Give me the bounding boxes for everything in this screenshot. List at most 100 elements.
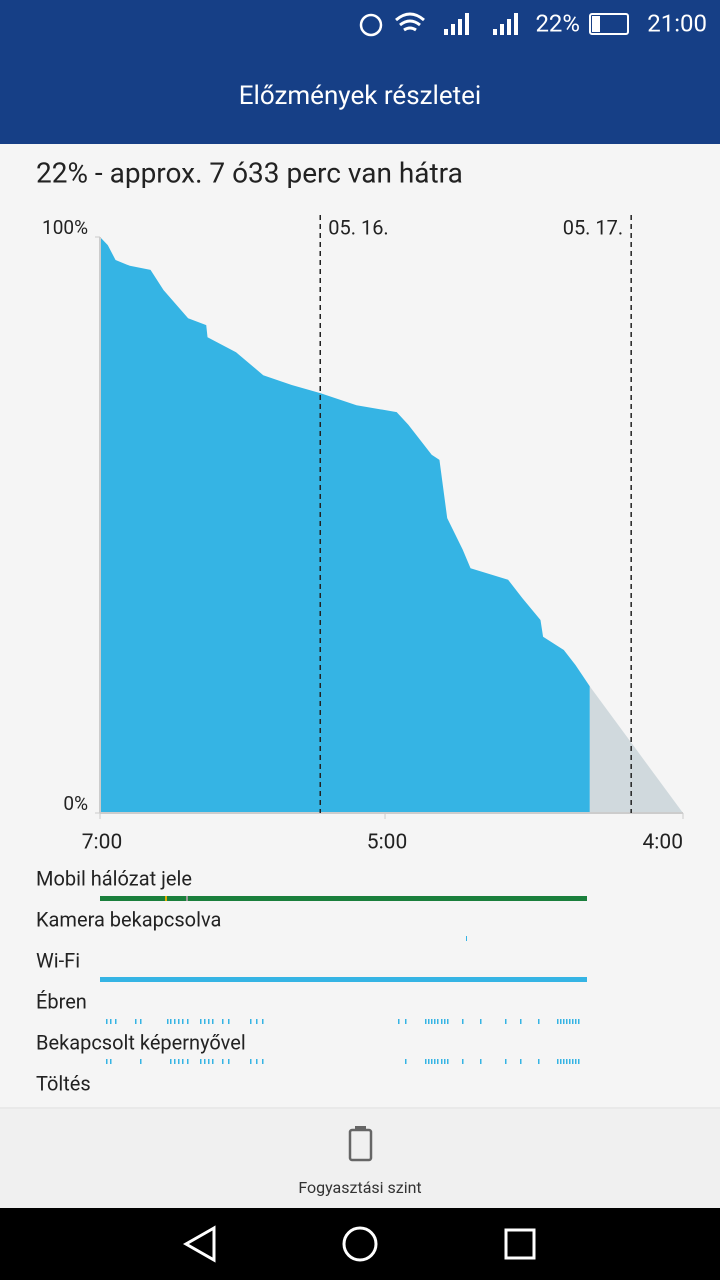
awake-mark <box>428 1019 430 1024</box>
awake-mark <box>431 1019 433 1024</box>
awake-mark <box>115 1019 117 1024</box>
screen-on-mark <box>444 1059 446 1064</box>
y-tick-label: 0% <box>63 792 88 815</box>
y-tick-label: 100% <box>42 216 88 239</box>
screen-on-mark <box>505 1059 507 1064</box>
screen-on-mark <box>557 1059 559 1064</box>
awake-mark <box>560 1019 562 1024</box>
battery-chart: 0% 100% 7:00 5:00 4:00 05. 16. 05. 17. <box>42 215 684 855</box>
camera-mark <box>466 936 467 941</box>
awake-mark <box>187 1019 189 1024</box>
screen-on-mark <box>447 1059 449 1064</box>
timeline-label: Töltés <box>36 1071 91 1095</box>
awake-mark <box>106 1019 108 1024</box>
awake-mark <box>178 1019 180 1024</box>
awake-mark <box>434 1019 436 1024</box>
screen-on-mark <box>250 1059 252 1064</box>
awake-mark <box>170 1019 172 1024</box>
awake-mark <box>262 1019 264 1024</box>
awake-mark <box>200 1019 202 1024</box>
screen-on-mark <box>262 1059 264 1064</box>
timeline-label: Bekapcsolt képernyővel <box>36 1030 246 1054</box>
screen-on-mark <box>106 1059 108 1064</box>
timeline: Mobil hálózat jele Kamera bekapcsolva Wi-F… <box>36 866 587 1095</box>
screen-on-mark <box>405 1059 407 1064</box>
awake-mark <box>462 1019 464 1024</box>
signal-icons <box>444 13 518 35</box>
screen-on-mark <box>178 1059 180 1064</box>
awake-mark <box>444 1019 446 1024</box>
screen-on-mark <box>204 1059 206 1064</box>
awake-mark <box>447 1019 449 1024</box>
screen-on-mark <box>569 1059 571 1064</box>
timeline-label: Ébren <box>36 989 87 1013</box>
awake-mark <box>441 1019 443 1024</box>
screen-on-mark <box>575 1059 577 1064</box>
alarm-icon <box>359 13 383 37</box>
timeline-label: Mobil hálózat jele <box>36 866 192 890</box>
timeline-label: Wi-Fi <box>36 948 80 972</box>
screen-on-mark <box>212 1059 214 1064</box>
awake-mark <box>505 1019 507 1024</box>
screen-on-mark <box>462 1059 464 1064</box>
screen-on-mark <box>480 1059 482 1064</box>
wifi-bar <box>100 977 587 982</box>
awake-mark <box>575 1019 577 1024</box>
screen-on-mark <box>256 1059 258 1064</box>
date-marker-label: 05. 16. <box>328 215 388 239</box>
bottom-tab-bar[interactable] <box>0 1109 720 1208</box>
screen-on-mark <box>441 1059 443 1064</box>
date-marker-label: 05. 17. <box>563 215 623 239</box>
screen-on-mark <box>222 1059 224 1064</box>
nav-bar <box>0 1208 720 1280</box>
screen-on-mark <box>140 1059 142 1064</box>
awake-mark <box>222 1019 224 1024</box>
screen-title: Előzmények részletei <box>239 81 482 111</box>
awake-mark <box>228 1019 230 1024</box>
battery-tab-cap <box>355 1126 366 1130</box>
home-button[interactable] <box>342 1226 378 1262</box>
prediction-area <box>589 686 683 813</box>
screen-on-mark <box>200 1059 202 1064</box>
screen-on-mark <box>110 1059 112 1064</box>
screen-on-mark <box>428 1059 430 1064</box>
awake-mark <box>140 1019 142 1024</box>
screen-on-mark <box>437 1059 439 1064</box>
awake-mark <box>204 1019 206 1024</box>
awake-mark <box>135 1019 137 1024</box>
screen-on-mark <box>182 1059 184 1064</box>
screen-on-mark <box>563 1059 565 1064</box>
awake-mark <box>398 1019 400 1024</box>
screen-on-mark <box>228 1059 230 1064</box>
awake-mark <box>557 1019 559 1024</box>
awake-mark <box>425 1019 427 1024</box>
awake-mark <box>405 1019 407 1024</box>
signal-mark <box>186 896 188 901</box>
awake-mark <box>569 1019 571 1024</box>
awake-mark <box>212 1019 214 1024</box>
tab-label[interactable]: Fogyasztási szint <box>298 1178 421 1197</box>
awake-mark <box>538 1019 540 1024</box>
awake-mark <box>566 1019 568 1024</box>
screen-on-mark <box>174 1059 176 1064</box>
screen-on-mark <box>572 1059 574 1064</box>
timeline-label: Kamera bekapcsolva <box>36 907 221 931</box>
screen-on-mark <box>520 1059 522 1064</box>
screen-on-mark <box>208 1059 210 1064</box>
awake-mark <box>437 1019 439 1024</box>
awake-mark <box>250 1019 252 1024</box>
recents-button[interactable] <box>504 1228 536 1260</box>
app-bar <box>0 0 720 144</box>
x-tick-label: 4:00 <box>643 831 684 855</box>
awake-mark <box>208 1019 210 1024</box>
screen-on-mark <box>431 1059 433 1064</box>
back-button[interactable] <box>182 1225 216 1263</box>
screen-on-mark <box>187 1059 189 1064</box>
awake-mark <box>182 1019 184 1024</box>
awake-mark <box>480 1019 482 1024</box>
signal-bar <box>100 896 587 901</box>
x-tick-label: 7:00 <box>82 831 123 855</box>
screen-on-mark <box>434 1059 436 1064</box>
